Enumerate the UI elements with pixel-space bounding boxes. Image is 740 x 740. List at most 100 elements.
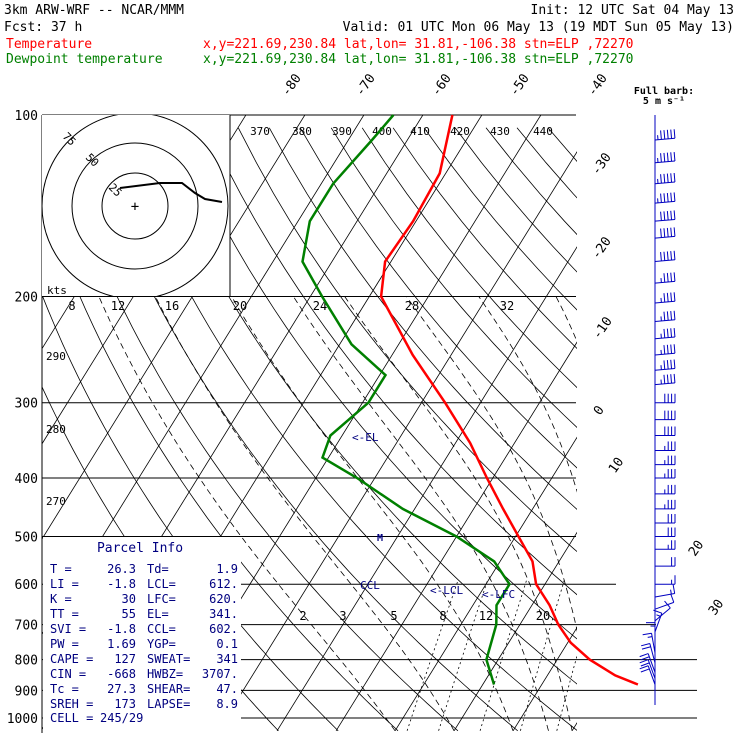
parcel-key: SREH = [50,697,93,711]
parcel-key: TT = [50,607,79,621]
wind-barb-flag [656,614,661,617]
isotherm-label: -80 [279,71,305,99]
isotherm-line [276,246,577,731]
wind-barb-flag [666,272,669,282]
wind-barb [655,441,676,451]
isotherm-label: -40 [585,71,611,99]
wind-barb-flag [663,345,666,355]
hodo-ring-25 [101,172,169,240]
moist-adiabat [406,296,577,633]
wind-barb [655,426,676,436]
wind-barb-flag [663,228,666,238]
hodo-speed-label: 32 [500,299,514,313]
wind-barb-flag [666,360,669,370]
mixing-ratio-line [406,579,459,731]
parcel-info-panel [43,537,241,733]
mixing-ratio-line [438,579,489,731]
wind-barb-flag [673,172,676,183]
wind-barb-flag [640,656,650,661]
theta-label: 410 [410,125,430,138]
wind-barb-flag [670,173,673,183]
wind-barb-flag [673,227,676,237]
hodo-speed-label: 8 [68,299,75,313]
isotherm-label: 0 [591,403,608,418]
parcel-key: CIN = [50,667,86,681]
pressure-axis: 100 200 300 400 500 600 700 800 900 1000 [7,109,38,727]
isotherm-label: 10 [606,455,627,476]
parcel-value: 8.9 [216,697,238,711]
wind-barb-flag [660,174,662,184]
wind-barb-flag [670,593,675,603]
temperature-legend: Temperature [6,37,92,52]
mixing-ratio-label: 5 [390,609,397,623]
isotherm-label: -30 [589,150,615,178]
wind-barb-shaft [654,382,675,386]
pressure-label: 300 [15,397,38,412]
parcel-value: 612. [209,577,238,591]
hodograph-background [42,115,230,296]
wind-barb-flag [666,173,669,183]
wind-barb-flag [673,192,676,202]
parcel-value: 341. [209,607,238,621]
wind-barb-flag [673,210,676,220]
dry-adiabat [454,127,577,273]
pressure-label: 600 [15,578,38,593]
wind-barb-flag [663,273,666,283]
wind-barb [654,192,676,204]
parcel-key: EL= [147,607,169,621]
dewpoint-profile [301,114,511,685]
wind-barb [655,540,676,550]
cell-value: 245/29 [100,711,143,725]
wind-barb [655,499,676,510]
parcel-info-title: Parcel Info [97,541,183,556]
parcel-key: SHEAR= [147,682,190,696]
wind-barb [655,393,676,404]
parcel-value: 26.3 [107,562,136,576]
pressure-label: 200 [15,291,38,306]
isotherm-label: -60 [429,71,455,99]
parcel-key: HWBZ= [147,667,183,681]
wind-barb-shaft [654,319,675,322]
wind-barb [655,469,676,479]
model-title: 3km ARW-WRF -- NCAR/MMM [4,3,184,18]
parcel-key: LFC= [147,592,176,606]
wind-barb [655,527,676,537]
wind-barb [655,484,676,495]
wind-barb [654,292,676,304]
wind-barb-shaft [654,352,675,356]
theta-label: 390 [332,125,352,138]
wind-barb-flag [673,292,676,302]
parcel-value: 602. [209,622,238,636]
isotherm-label: 20 [686,538,707,559]
wind-barb-flag [673,310,676,320]
wind-barb-flag [670,210,673,220]
wind-barb-flag [660,228,662,238]
wind-barb-flag [673,344,676,354]
hodograph-trace [119,182,223,203]
theta-label: 440 [533,125,553,138]
hodo-origin-icon: + [131,199,139,215]
wind-barb-flag [647,636,653,638]
parcel-key: PW = [50,637,79,651]
wind-barb-flag [670,129,673,139]
mixing-ratio-label: 12 [479,609,493,623]
thermo-grid [42,115,577,732]
pressure-label: 900 [15,684,38,699]
wind-barb-flag [666,344,669,354]
wind-barb [641,643,656,663]
hodo-speed-label: 24 [313,299,327,313]
dry-adiabat [516,127,577,199]
dry-adiabat [299,127,577,469]
parcel-value: -1.8 [107,622,136,636]
wind-barb [654,250,676,263]
wind-barb-flag [670,227,673,237]
wind-barb-shaft [654,300,675,304]
wind-barb [654,328,676,340]
mixing-ratio-label: 2 [299,609,306,623]
parcel-value: -668 [107,667,136,681]
moist-adiabat [98,296,396,732]
pressure-label: 1000 [7,712,38,727]
wind-barb-flag [663,293,666,303]
parcel-key: LAPSE= [147,697,190,711]
wind-barb [654,172,676,185]
